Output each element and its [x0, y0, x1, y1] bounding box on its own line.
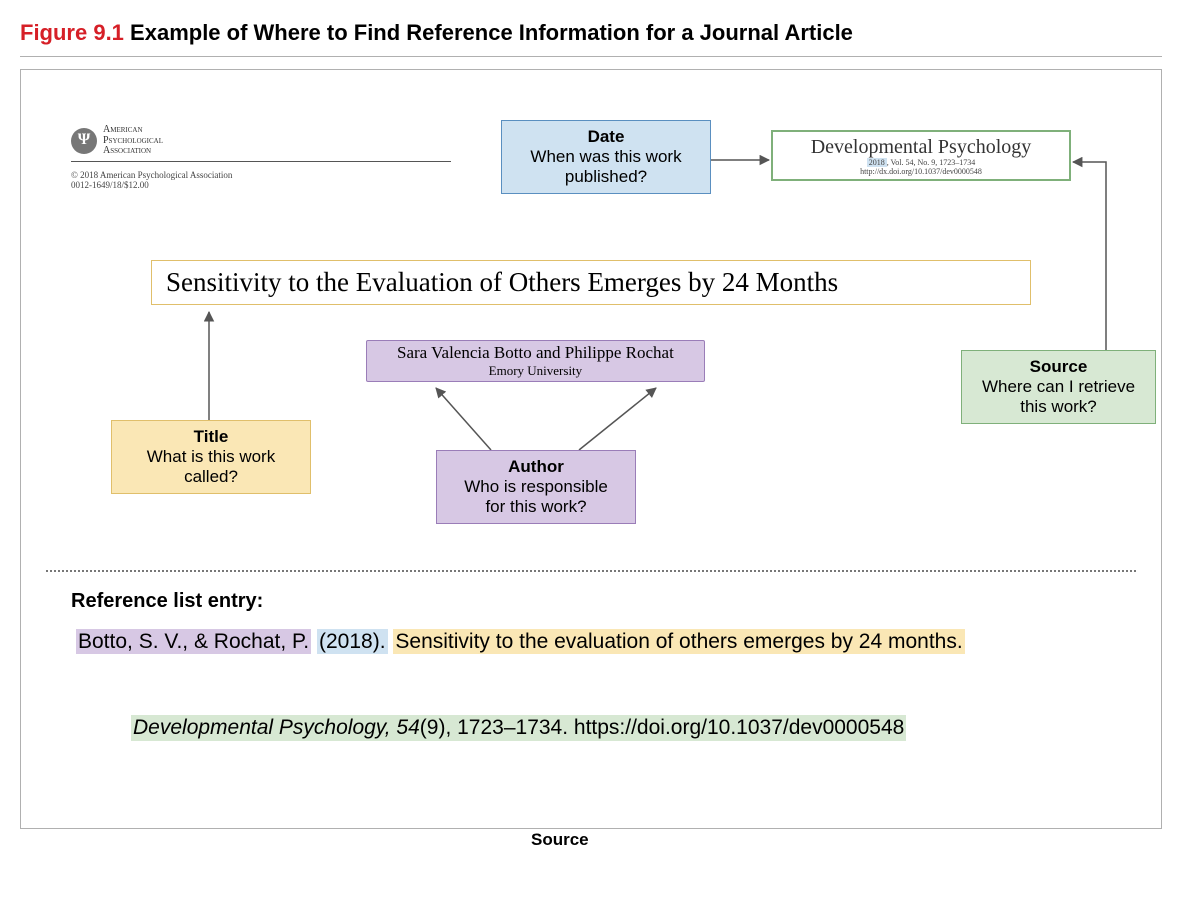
apa-logo: Ψ American Psychological Association — [71, 125, 451, 157]
figure-caption: Figure 9.1 Example of Where to Find Refe… — [20, 20, 1162, 46]
ref-date-part: (2018). — [317, 629, 388, 654]
journal-name: Developmental Psychology — [783, 136, 1059, 159]
callout-source: Source Where can I retrieve this work? — [961, 350, 1156, 424]
reference-heading: Reference list entry: — [71, 590, 263, 613]
reference-labels-2: Source — [101, 830, 1101, 852]
affiliation-text: Emory University — [397, 363, 674, 379]
journal-year-highlight: 2018 — [867, 158, 887, 167]
figure-panel: Ψ American Psychological Association © 2… — [20, 69, 1162, 829]
callout-date-head: Date — [518, 127, 694, 147]
arrow-author-left — [436, 388, 491, 450]
arrow-author-right — [579, 388, 656, 450]
figure-rule — [20, 56, 1162, 57]
journal-meta: 2018, Vol. 54, No. 9, 1723–1734 http://d… — [783, 159, 1059, 177]
ref-source-part: Developmental Psychology, 54(9), 1723–17… — [131, 715, 906, 741]
journal-box: Developmental Psychology 2018, Vol. 54, … — [771, 130, 1071, 181]
figure-caption-text: Example of Where to Find Reference Infor… — [130, 20, 853, 45]
publisher-name: American Psychological Association — [103, 125, 163, 157]
dotted-separator — [46, 570, 1136, 572]
callout-author-sub: Who is responsible for this work? — [453, 477, 619, 517]
reference-line-2: Developmental Psychology, 54(9), 1723–17… — [131, 715, 906, 741]
arrow-source-to-journal — [1073, 162, 1106, 350]
label-source: Source — [531, 830, 589, 850]
callout-date: Date When was this work published? — [501, 120, 711, 194]
callout-source-sub: Where can I retrieve this work? — [978, 377, 1139, 417]
callout-author-head: Author — [453, 457, 619, 477]
publisher-rule — [71, 161, 451, 162]
ref-title-part: Sensitivity to the evaluation of others … — [393, 629, 964, 654]
copyright-line: © 2018 American Psychological Associatio… — [71, 170, 451, 190]
publisher-block: Ψ American Psychological Association © 2… — [71, 125, 451, 190]
callout-title-head: Title — [128, 427, 294, 447]
authors-box: Sara Valencia Botto and Philippe Rochat … — [366, 340, 705, 382]
callout-source-head: Source — [978, 357, 1139, 377]
apa-logo-icon: Ψ — [71, 128, 97, 154]
authors-text: Sara Valencia Botto and Philippe Rochat — [397, 343, 674, 363]
callout-date-sub: When was this work published? — [518, 147, 694, 187]
article-title-box: Sensitivity to the Evaluation of Others … — [151, 260, 1031, 305]
callout-title: Title What is this work called? — [111, 420, 311, 494]
callout-author: Author Who is responsible for this work? — [436, 450, 636, 524]
callout-title-sub: What is this work called? — [128, 447, 294, 487]
article-title-text: Sensitivity to the Evaluation of Others … — [166, 267, 838, 297]
figure-number: Figure 9.1 — [20, 20, 124, 45]
ref-author-part: Botto, S. V., & Rochat, P. — [76, 629, 311, 654]
reference-line-1: Botto, S. V., & Rochat, P. (2018). Sensi… — [76, 630, 965, 654]
